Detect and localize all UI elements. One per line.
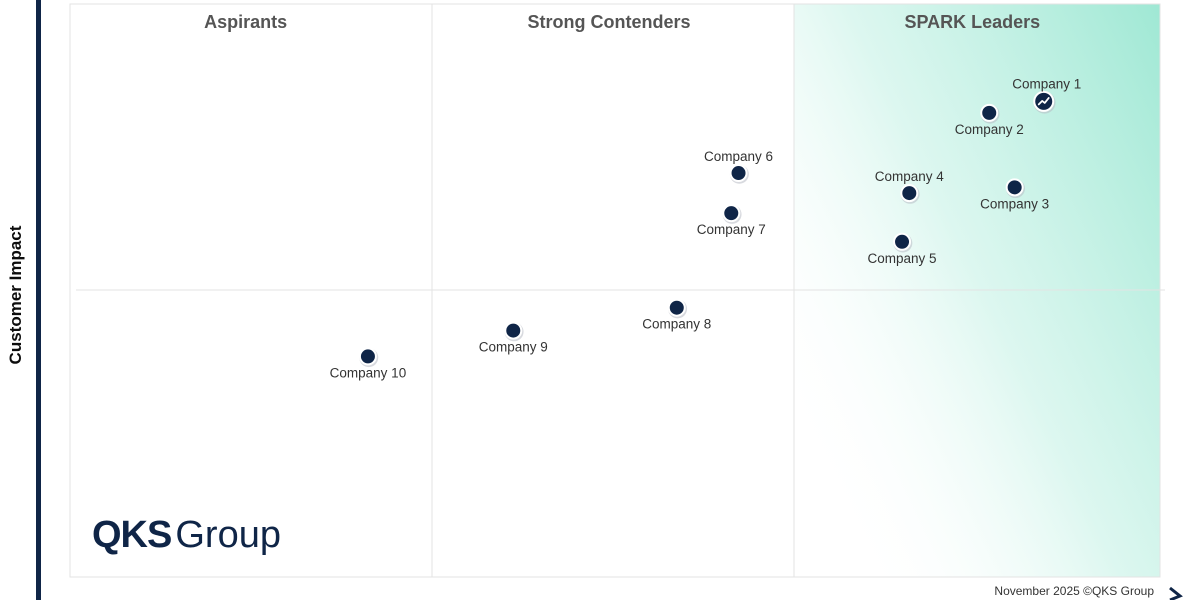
- data-point-dot[interactable]: [900, 184, 919, 203]
- data-point-label: Company 6: [704, 149, 773, 164]
- trend-up-icon: [1037, 97, 1050, 106]
- footnote: November 2025 ©QKS Group: [994, 584, 1154, 598]
- data-point[interactable]: Company 10: [330, 347, 407, 380]
- data-point[interactable]: Company 6: [704, 149, 773, 184]
- quadrant-title: Strong Contenders: [527, 12, 690, 32]
- quadrant-title: SPARK Leaders: [904, 12, 1040, 32]
- data-point-label: Company 7: [697, 222, 766, 237]
- data-point-dot[interactable]: [667, 298, 686, 317]
- data-point[interactable]: Company 3: [980, 178, 1049, 211]
- data-point-dot[interactable]: [504, 321, 523, 340]
- data-point-label: Company 5: [868, 251, 937, 266]
- logo-light-text: Group: [175, 514, 281, 556]
- data-point-label: Company 10: [330, 365, 407, 380]
- data-point-label: Company 4: [875, 169, 945, 184]
- qks-group-logo: QKS Group: [92, 516, 281, 554]
- data-point-dot[interactable]: [722, 204, 741, 223]
- data-point-dot[interactable]: [893, 232, 912, 251]
- data-point[interactable]: Company 9: [479, 321, 548, 355]
- data-point[interactable]: Company 2: [955, 103, 1024, 137]
- x-axis-arrow-icon: [1169, 586, 1183, 600]
- data-point-label: Company 3: [980, 196, 1049, 211]
- data-point-dot[interactable]: [358, 347, 377, 366]
- data-point-dot[interactable]: [980, 103, 999, 122]
- y-axis-bar: [36, 0, 41, 600]
- data-point[interactable]: Company 7: [697, 204, 766, 237]
- data-point[interactable]: Company 5: [868, 232, 937, 266]
- data-point[interactable]: Company 8: [642, 298, 711, 332]
- quadrant-title: Aspirants: [204, 12, 287, 32]
- logo-bold-text: QKS: [92, 514, 172, 556]
- data-point[interactable]: Company 4: [875, 169, 945, 204]
- data-point-dot[interactable]: [729, 164, 748, 183]
- data-point-label: Company 2: [955, 122, 1024, 137]
- data-point-label: Company 1: [1012, 76, 1081, 91]
- data-point-label: Company 9: [479, 340, 548, 355]
- data-point-dot[interactable]: [1005, 178, 1024, 197]
- data-point[interactable]: Company 1: [1012, 76, 1081, 114]
- data-point-label: Company 8: [642, 317, 711, 332]
